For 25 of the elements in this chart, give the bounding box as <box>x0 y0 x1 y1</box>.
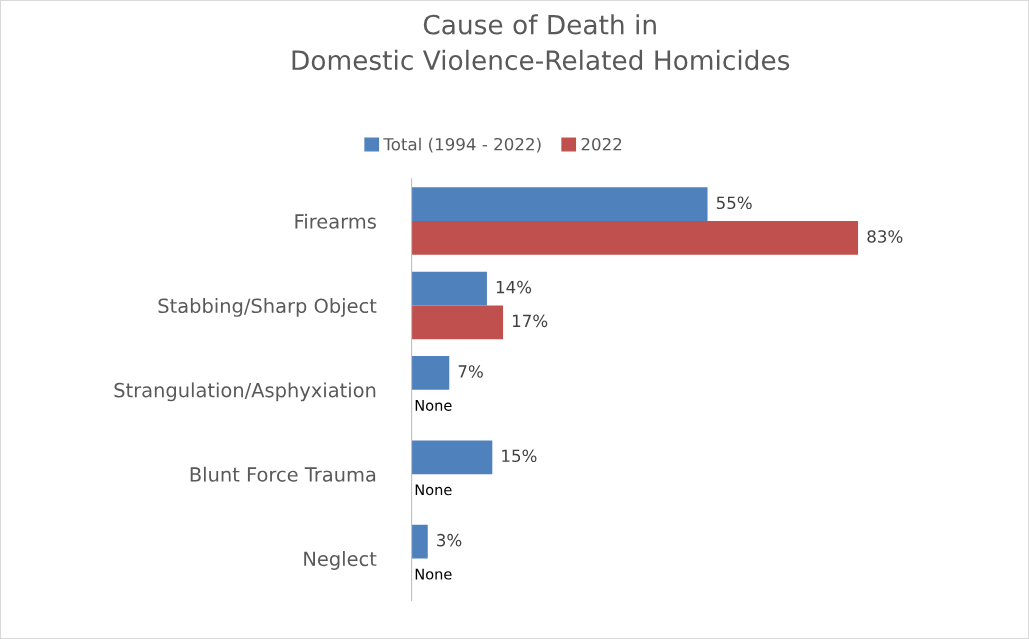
y-tick-label: Neglect <box>304 551 377 570</box>
data-label: 17% <box>512 314 548 328</box>
data-label: 83% <box>867 230 903 243</box>
data-label: 7% <box>458 365 483 378</box>
data-label: 55% <box>716 196 752 210</box>
data-label: 15% <box>502 449 537 463</box>
bar <box>411 305 504 340</box>
text: None <box>415 568 452 580</box>
bar <box>411 271 487 306</box>
legend-label: 2022 <box>581 137 622 151</box>
y-tick-label: Stabbing/Sharp Object <box>158 298 377 317</box>
y-tick-label: Blunt Force Trauma <box>190 466 376 482</box>
bar <box>411 524 428 559</box>
text: None <box>415 400 452 411</box>
bar <box>411 440 493 475</box>
bar <box>411 356 450 390</box>
chart-title: Cause of Death in Domestic Violence-Related Homicides <box>292 14 790 71</box>
bar <box>411 187 708 222</box>
legend-label: Total (1994 - 2022) <box>383 137 541 153</box>
text: None <box>415 484 452 496</box>
data-label: 14% <box>496 280 532 294</box>
y-tick-label: Strangulation/Asphyxiation <box>114 382 376 402</box>
bar <box>411 221 859 255</box>
y-tick-label: Firearms <box>295 213 376 229</box>
data-label: 3% <box>437 533 462 547</box>
